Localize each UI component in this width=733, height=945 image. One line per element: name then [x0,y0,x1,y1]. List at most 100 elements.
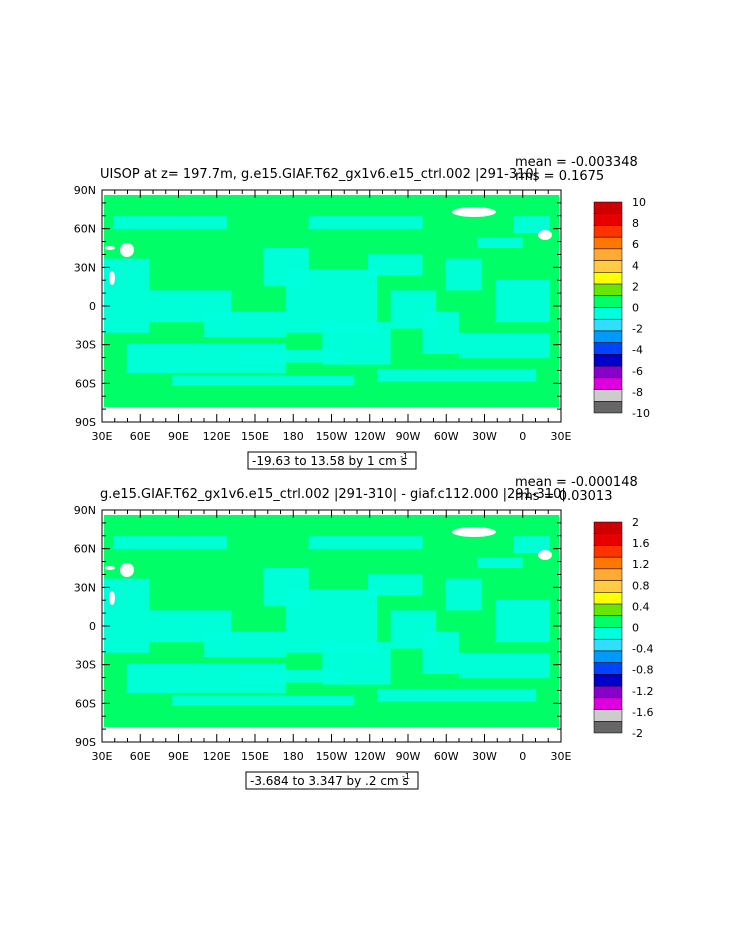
bottom-lon-label: 120E [203,750,231,763]
top-negative-patch [308,216,423,229]
top-lon-label: 60E [130,430,151,443]
bottom-mean: mean = -0.000148 [515,475,638,490]
top-lon-label: 30W [472,430,497,443]
bottom-range-box: -3.684 to 3.347 by .2 cm s -1 [245,771,419,790]
top-colorbar-swatch [593,236,623,250]
bottom-lat-label: 0 [89,620,96,633]
top-colorbar-label: 8 [632,217,639,230]
top-lon-label: 60W [434,430,459,443]
bottom-colorbar-swatch [593,662,623,675]
bottom-negative-patch [204,631,286,658]
top-negative-patch [204,311,286,338]
top-rms: rms = 0.1675 [515,169,604,184]
bottom-title: g.e15.GIAF.T62_gx1v6.e15_ctrl.002 |291-3… [100,487,566,502]
top-colorbar-swatch [593,377,623,390]
top-negative-patch [377,368,537,382]
bottom-colorbar-label: 0.4 [632,600,650,613]
bottom-masked-region [538,550,552,560]
top-colorbar-label: -4 [632,344,643,357]
bottom-lat-label: 90N [74,504,96,517]
top-colorbar-swatch [593,401,623,414]
bottom-colorbar-label: 1.6 [632,537,650,550]
top-colorbar-swatch [593,248,623,261]
bottom-colorbar-label: -2 [632,727,643,740]
top-colorbar-swatch [593,213,623,226]
bottom-colorbar-swatch [593,521,623,534]
bottom-lon-label: 30W [472,750,497,763]
bottom-colorbar-label: 0 [632,622,639,635]
bottom-lat-label: 30S [75,659,96,672]
bottom-colorbar-swatch [593,627,623,640]
top-lon-label: 150E [241,430,269,443]
bottom-colorbar-label: -1.2 [632,685,653,698]
top-colorbar-label: -10 [632,407,650,420]
bottom-lon-label: 0 [519,750,526,763]
top-colorbar-label: -8 [632,386,643,399]
bottom-colorbar-swatch [593,674,623,687]
top-negative-patch [113,216,227,229]
top-masked-region [538,230,552,240]
top-map-figure: UISOP at z= 197.7m, g.e15.GIAF.T62_gx1v6… [74,155,650,470]
bottom-lat-label: 60S [75,697,96,710]
top-colorbar-label: -2 [632,323,643,336]
bottom-colorbar-swatch [593,709,623,722]
bottom-lon-label: 30E [92,750,113,763]
bottom-colorbar-swatch [593,580,623,593]
bottom-negative-patch [477,557,523,568]
top-colorbar-swatch [593,307,623,320]
top-negative-patch [240,349,341,363]
top-colorbar-swatch [593,330,623,343]
bottom-lon-label: 90E [168,750,189,763]
bottom-colorbar-label: 1.2 [632,558,650,571]
top-negative-patch [104,258,150,333]
top-colorbar-label: 4 [632,259,639,272]
top-lon-label: 90E [168,430,189,443]
top-colorbar-label: 2 [632,280,639,293]
top-lat-label: 90S [75,416,96,429]
bottom-lon-label: 60E [130,750,151,763]
bottom-lat-label: 30N [74,581,96,594]
top-negative-patch [445,258,482,291]
bottom-lon-label: 120W [354,750,386,763]
bottom-colorbar-swatch [593,592,623,605]
bottom-masked-region [105,566,115,570]
top-masked-region [452,207,496,217]
top-negative-patch [513,216,550,234]
bottom-colorbar-swatch [593,638,623,652]
bottom-colorbar-swatch [593,650,623,663]
bottom-lat-label: 60N [74,543,96,556]
bottom-lon-label: 150E [241,750,269,763]
bottom-negative-patch [458,652,550,679]
top-lat-label: 90N [74,184,96,197]
bottom-colorbar-swatch [593,697,623,710]
bottom-negative-patch [172,695,355,706]
top-lat-label: 30N [74,261,96,274]
bottom-masked-region [452,527,496,537]
top-title: UISOP at z= 197.7m, g.e15.GIAF.T62_gx1v6… [100,167,538,182]
bottom-range-text: -3.684 to 3.347 by .2 cm s [250,774,409,788]
bottom-map-figure: g.e15.GIAF.T62_gx1v6.e15_ctrl.002 |291-3… [74,475,653,790]
top-lat-label: 0 [89,300,96,313]
bottom-negative-patch [445,578,482,611]
top-lat-label: 60S [75,377,96,390]
bottom-colorbar-label: -0.8 [632,664,653,677]
top-colorbar-label: 10 [632,196,646,209]
bottom-lon-label: 30E [551,750,572,763]
top-colorbar-swatch [593,225,623,238]
top-lon-label: 90W [396,430,421,443]
top-colorbar-label: 6 [632,238,639,251]
top-negative-patch [458,332,550,359]
top-lon-label: 180 [283,430,304,443]
top-masked-region [109,271,115,285]
top-lon-label: 30E [92,430,113,443]
bottom-colorbar-swatch [593,556,623,570]
top-colorbar-label: -6 [632,365,643,378]
top-negative-patch [286,269,377,333]
top-lon-label: 30E [551,430,572,443]
bottom-negative-patch [513,536,550,554]
bottom-colorbar-label: 2 [632,516,639,529]
bottom-negative-patch [113,536,227,549]
top-lon-label: 120E [203,430,231,443]
top-colorbar: 10 8 6 4 2 0 -2 -4 -6 -8 -10 [593,196,650,420]
